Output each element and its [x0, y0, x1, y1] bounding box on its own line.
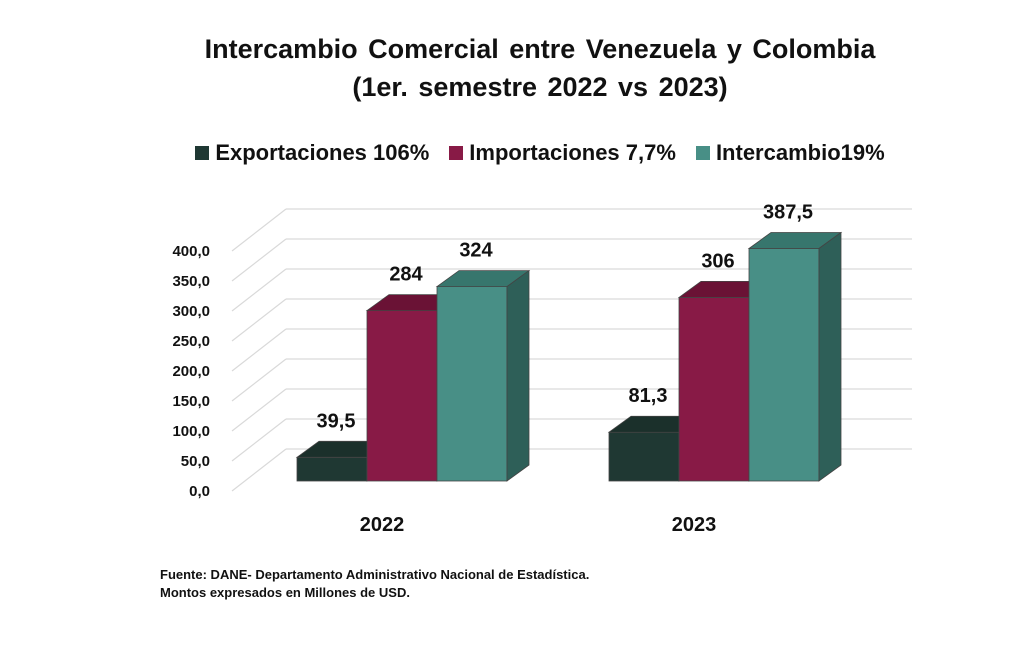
y-tick-label: 100,0 — [172, 423, 210, 440]
x-category-label: 2022 — [360, 514, 405, 536]
gridline-diagonal — [231, 388, 287, 432]
labels: 0,0 50,0 100,0 150,0 200,0 250,0 300,0 350,0 400… — [172, 202, 813, 537]
gridline-diagonal — [231, 448, 287, 492]
y-tick-label: 400,0 — [172, 243, 210, 260]
legend-swatch-intercambio — [695, 146, 710, 160]
y-tick-label: 50,0 — [181, 453, 210, 470]
x-category-label: 2023 — [672, 514, 717, 536]
legend-item-intercambio: Intercambio19% — [695, 140, 885, 166]
data-label: 324 — [459, 240, 493, 262]
legend: Exportaciones 106% Importaciones 7,7% In… — [0, 140, 1024, 166]
chart-title: Intercambio Comercial entre Venezuela y … — [0, 30, 1024, 106]
bar-side — [506, 269, 530, 482]
chart-title-line-1: Intercambio Comercial entre Venezuela y … — [204, 34, 876, 64]
bar-side — [818, 231, 842, 482]
y-tick-label: 200,0 — [172, 363, 210, 380]
legend-item-importaciones: Importaciones 7,7% — [449, 140, 676, 166]
bar-front — [678, 296, 750, 482]
y-tick-label: 250,0 — [172, 333, 210, 350]
bars — [295, 231, 843, 482]
data-label: 306 — [701, 250, 734, 272]
gridline-diagonal — [231, 418, 287, 462]
legend-label-intercambio: Intercambio19% — [715, 140, 885, 165]
bar-front — [296, 456, 368, 482]
y-tick-label: 150,0 — [172, 393, 210, 410]
bar-front — [366, 310, 438, 482]
legend-swatch-exportaciones — [195, 146, 210, 160]
legend-swatch-importaciones — [449, 146, 464, 160]
legend-label-importaciones: Importaciones 7,7% — [469, 140, 676, 165]
source-note: Fuente: DANE- Departamento Administrativ… — [160, 566, 589, 602]
bar-front — [608, 431, 680, 482]
gridline-diagonal — [231, 208, 287, 252]
data-label: 81,3 — [629, 385, 668, 407]
gridline-diagonal — [231, 268, 287, 312]
gridline-diagonal — [231, 358, 287, 402]
y-tick-label: 300,0 — [172, 303, 210, 320]
gridline-diagonal — [231, 238, 287, 282]
legend-label-exportaciones: Exportaciones 106% — [215, 140, 430, 165]
data-label: 284 — [389, 264, 423, 286]
bar-front — [748, 248, 820, 482]
gridline-diagonal — [231, 298, 287, 342]
legend-item-exportaciones: Exportaciones 106% — [195, 140, 429, 166]
source-line-1: Fuente: DANE- Departamento Administrativ… — [160, 567, 590, 582]
chart-title-line-2: (1er. semestre 2022 vs 2023) — [352, 72, 728, 102]
gridline-diagonal — [231, 328, 287, 372]
bar-front — [436, 286, 508, 482]
data-label: 39,5 — [317, 410, 356, 432]
source-line-2: Montos expresados en Millones de USD. — [160, 585, 410, 600]
data-label: 387,5 — [763, 202, 813, 224]
y-tick-label: 0,0 — [189, 483, 210, 500]
y-tick-label: 350,0 — [172, 273, 210, 290]
